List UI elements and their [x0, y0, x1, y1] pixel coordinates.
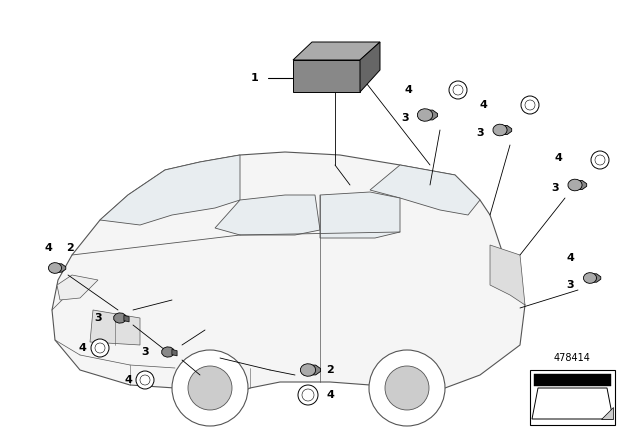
Text: 3: 3: [476, 128, 484, 138]
Polygon shape: [601, 407, 613, 419]
Text: 4: 4: [404, 85, 412, 95]
Circle shape: [172, 350, 248, 426]
Polygon shape: [417, 109, 433, 121]
Text: 478414: 478414: [554, 353, 591, 363]
Polygon shape: [490, 245, 525, 305]
Polygon shape: [584, 273, 596, 284]
Circle shape: [136, 371, 154, 389]
Polygon shape: [51, 264, 66, 272]
Circle shape: [595, 155, 605, 165]
Polygon shape: [360, 42, 380, 92]
Polygon shape: [215, 195, 320, 235]
Text: 2: 2: [326, 365, 334, 375]
Circle shape: [91, 339, 109, 357]
Polygon shape: [49, 263, 61, 273]
Polygon shape: [421, 110, 438, 120]
Polygon shape: [496, 125, 512, 134]
Text: 3: 3: [141, 347, 149, 357]
Polygon shape: [534, 374, 611, 386]
Polygon shape: [304, 365, 321, 375]
Circle shape: [140, 375, 150, 385]
Text: 4: 4: [566, 253, 574, 263]
Text: 3: 3: [551, 183, 559, 193]
Polygon shape: [493, 124, 507, 136]
Text: 3: 3: [401, 113, 409, 123]
Text: 3: 3: [566, 280, 574, 290]
Polygon shape: [293, 42, 380, 60]
Polygon shape: [100, 155, 240, 225]
Circle shape: [385, 366, 429, 410]
Text: 4: 4: [124, 375, 132, 385]
Circle shape: [369, 350, 445, 426]
Polygon shape: [293, 60, 360, 92]
Text: 1: 1: [251, 73, 259, 83]
Polygon shape: [370, 165, 480, 215]
Text: 3: 3: [94, 313, 102, 323]
Text: 4: 4: [554, 153, 562, 163]
Polygon shape: [172, 349, 177, 356]
Polygon shape: [586, 274, 601, 282]
Circle shape: [449, 81, 467, 99]
Polygon shape: [532, 388, 613, 419]
Circle shape: [591, 151, 609, 169]
Text: 2: 2: [66, 243, 74, 253]
Circle shape: [525, 100, 535, 110]
Polygon shape: [300, 364, 316, 376]
Circle shape: [95, 343, 105, 353]
Text: 4: 4: [44, 243, 52, 253]
Text: 4: 4: [78, 343, 86, 353]
Polygon shape: [57, 275, 98, 300]
Circle shape: [302, 389, 314, 401]
Polygon shape: [114, 313, 127, 323]
Text: 4: 4: [326, 390, 334, 400]
Circle shape: [521, 96, 539, 114]
Bar: [530, 370, 615, 425]
Polygon shape: [571, 181, 587, 190]
Polygon shape: [568, 179, 582, 191]
Polygon shape: [90, 310, 140, 345]
Polygon shape: [124, 315, 129, 322]
Text: 4: 4: [479, 100, 487, 110]
Circle shape: [453, 85, 463, 95]
Circle shape: [188, 366, 232, 410]
Polygon shape: [162, 347, 175, 357]
Circle shape: [298, 385, 318, 405]
Polygon shape: [52, 152, 525, 398]
Polygon shape: [320, 192, 400, 238]
